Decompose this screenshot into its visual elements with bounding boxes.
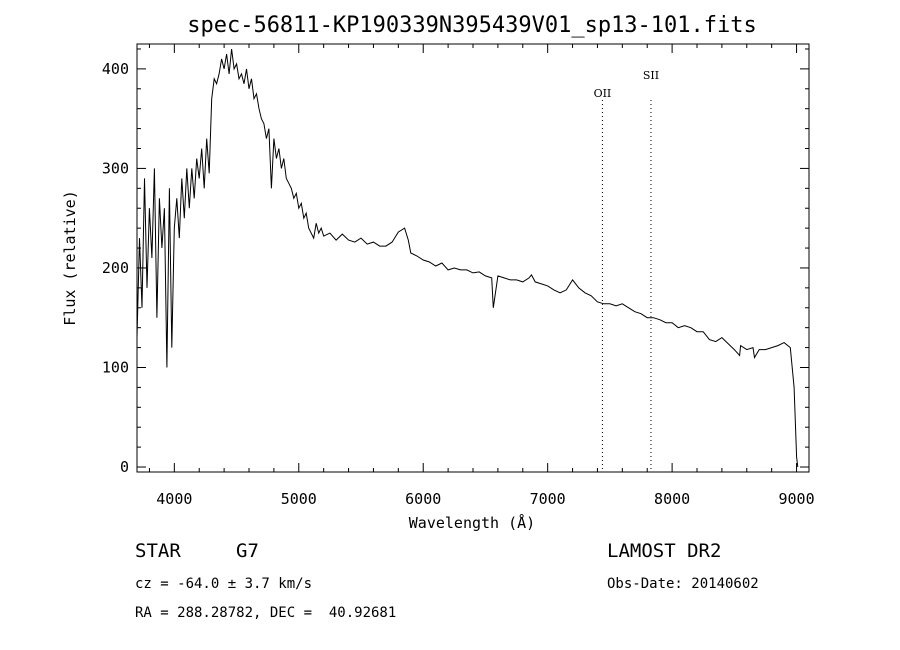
x-tick-label: 8000: [654, 490, 690, 508]
y-tick-label: 200: [102, 259, 129, 277]
x-tick-label: 4000: [156, 490, 192, 508]
y-axis: 0 100 200 300 400: [102, 48, 809, 476]
y-tick-label: 0: [120, 458, 129, 476]
observation-date: Obs-Date: 20140602: [607, 576, 759, 592]
survey-name: LAMOST DR2: [607, 540, 722, 562]
x-tick-label: 9000: [778, 490, 814, 508]
y-tick-label: 300: [102, 159, 129, 177]
x-tick-label: 7000: [530, 490, 566, 508]
y-tick-label: 100: [102, 358, 129, 376]
x-axis-label: Wavelength (Å): [409, 513, 535, 532]
y-tick-label: 400: [102, 60, 129, 78]
spectrum-line: [136, 48, 799, 468]
x-axis: 4000 5000 6000 7000 8000 9000: [148, 44, 815, 508]
object-subclass: G7: [236, 540, 259, 562]
y-axis-label: Flux (relative): [61, 190, 79, 325]
coordinates-text: RA = 288.28782, DEC = 40.92681: [135, 605, 397, 621]
plot-frame: [136, 43, 810, 473]
line-markers: OII SII: [594, 69, 659, 472]
line-marker-label: SII: [643, 69, 659, 82]
line-marker-label: OII: [594, 87, 612, 100]
redshift-text: cz = -64.0 ± 3.7 km/s: [135, 576, 313, 592]
x-tick-label: 5000: [281, 490, 317, 508]
x-tick-label: 6000: [405, 490, 441, 508]
chart-title: spec-56811-KP190339N395439V01_sp13-101.f…: [187, 13, 757, 38]
object-class: STAR: [135, 540, 181, 562]
